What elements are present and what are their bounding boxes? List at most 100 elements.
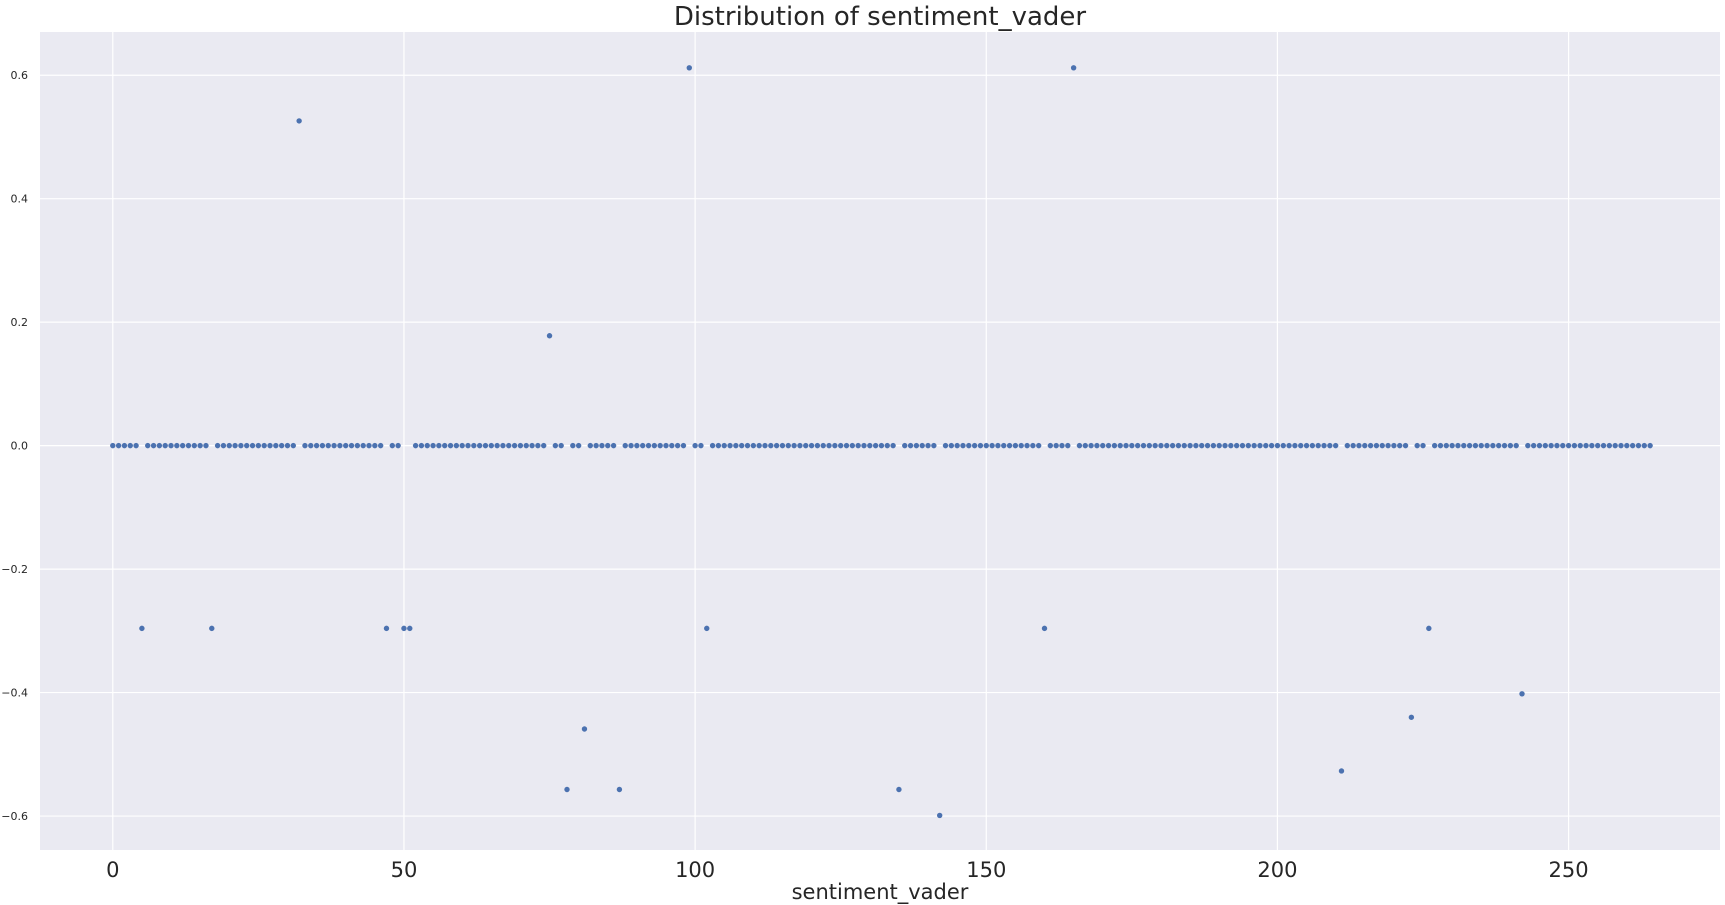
scatter-point <box>1286 442 1292 449</box>
scatter-point <box>837 442 844 449</box>
scatter-point <box>727 442 733 449</box>
scatter-point <box>1315 442 1321 449</box>
scatter-point <box>290 442 297 449</box>
scatter-point <box>1204 442 1211 449</box>
scatter-point <box>343 442 349 449</box>
scatter-point <box>971 442 978 449</box>
scatter-point <box>1152 442 1158 449</box>
scatter-point <box>1332 442 1339 449</box>
scatter-point <box>634 442 640 449</box>
y-tick-label: 0.6 <box>11 69 29 82</box>
scatter-point <box>214 442 221 449</box>
scatter-point <box>797 442 803 449</box>
scatter-point <box>220 442 227 449</box>
scatter-point <box>168 442 174 449</box>
y-tick-label: −0.4 <box>1 687 28 700</box>
scatter-point <box>1228 442 1234 449</box>
scatter-point <box>1134 442 1141 449</box>
plot-background <box>40 32 1720 850</box>
scatter-point <box>476 442 483 449</box>
scatter-point <box>185 442 192 449</box>
scatter-point <box>506 442 512 449</box>
scatter-point <box>855 442 861 449</box>
scatter-point <box>1053 442 1059 449</box>
scatter-point <box>1647 442 1653 449</box>
scatter-point <box>826 442 832 449</box>
scatter-point <box>255 442 262 449</box>
scatter-point <box>407 625 413 632</box>
scatter-point <box>139 625 145 632</box>
scatter-point <box>925 442 931 449</box>
scatter-point <box>238 442 244 449</box>
scatter-point <box>744 442 751 449</box>
scatter-point <box>121 442 128 449</box>
scatter-point <box>1035 442 1042 449</box>
scatter-point <box>1589 442 1595 449</box>
scatter-point <box>1164 442 1170 449</box>
scatter-point <box>1274 442 1281 449</box>
scatter-point <box>616 786 623 793</box>
scatter-point <box>942 442 949 449</box>
scatter-point <box>447 442 454 449</box>
scatter-point <box>709 442 716 449</box>
scatter-point <box>1117 442 1123 449</box>
scatter-point <box>570 442 576 449</box>
scatter-point <box>156 442 163 449</box>
scatter-point <box>465 442 471 449</box>
scatter-point <box>1606 442 1613 449</box>
scatter-point <box>878 442 885 449</box>
scatter-point <box>657 442 663 449</box>
scatter-point <box>1158 442 1164 449</box>
x-tick-label: 100 <box>675 858 715 882</box>
scatter-point <box>1391 442 1397 449</box>
scatter-point <box>1257 442 1263 449</box>
scatter-point <box>372 442 378 449</box>
scatter-point <box>1169 442 1176 449</box>
scatter-point <box>471 442 477 449</box>
scatter-point <box>1344 442 1351 449</box>
scatter-point <box>698 442 704 449</box>
scatter-point <box>680 442 687 449</box>
x-tick-label: 200 <box>1257 858 1297 882</box>
scatter-point <box>1129 442 1135 449</box>
scatter-point <box>768 442 774 449</box>
scatter-point <box>442 442 448 449</box>
scatter-point <box>1041 625 1048 632</box>
scatter-point <box>1530 442 1537 449</box>
scatter-point <box>1263 442 1269 449</box>
scatter-point <box>1414 442 1420 449</box>
scatter-point <box>424 442 430 449</box>
scatter-point <box>1461 442 1467 449</box>
scatter-point <box>896 786 902 793</box>
scatter-point <box>383 625 390 632</box>
scatter-point <box>931 442 937 449</box>
scatter-point <box>1245 442 1252 449</box>
scatter-point <box>849 442 856 449</box>
scatter-point <box>902 442 908 449</box>
scatter-point <box>1443 442 1450 449</box>
scatter-point <box>692 442 698 449</box>
scatter-point <box>715 442 722 449</box>
scatter-point <box>890 442 896 449</box>
scatter-point <box>284 442 291 449</box>
scatter-point <box>529 442 535 449</box>
x-tick-label: 0 <box>106 858 119 882</box>
scatter-point <box>808 442 815 449</box>
scatter-point <box>401 625 407 632</box>
scatter-point <box>1082 442 1088 449</box>
scatter-point <box>581 726 588 732</box>
scatter-point <box>174 442 180 449</box>
scatter-point <box>1100 442 1106 449</box>
scatter-point <box>960 442 966 449</box>
scatter-point <box>1006 442 1013 449</box>
scatter-point <box>535 442 541 449</box>
scatter-point <box>1501 442 1508 449</box>
scatter-point <box>575 442 582 449</box>
scatter-point <box>517 442 524 449</box>
scatter-point <box>640 442 646 449</box>
scatter-point <box>110 442 116 449</box>
scatter-point <box>832 442 838 449</box>
scatter-point <box>1455 442 1461 449</box>
scatter-point <box>1047 442 1054 449</box>
scatter-point <box>1641 442 1647 449</box>
